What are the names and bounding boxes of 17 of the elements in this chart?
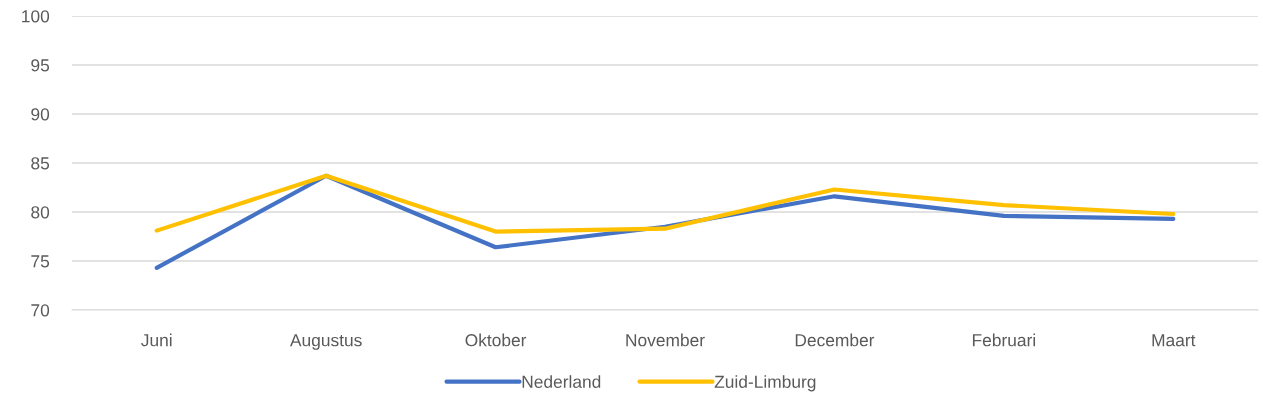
x-tick-label: Juni: [141, 333, 172, 347]
y-tick-label: 75: [31, 255, 50, 268]
x-tick-label: Augustus: [289, 334, 362, 350]
x-tick-label: December: [795, 333, 875, 347]
x-tick-label: Maart: [1152, 334, 1196, 347]
line-series: [154, 173, 1176, 234]
x-tick-label: Oktober: [465, 333, 527, 347]
y-tick-label: 100: [22, 10, 50, 23]
legend-label: Nederland: [522, 375, 601, 388]
y-tick-label: 80: [31, 206, 50, 219]
x-tick-label: November: [626, 333, 705, 347]
y-tick-label: 70: [31, 304, 50, 317]
legend-label: Zuid-Limburg: [714, 375, 816, 392]
x-tick-label: Februari: [972, 333, 1036, 347]
y-tick-label: 95: [31, 59, 50, 72]
y-tick-label: 90: [31, 108, 50, 121]
y-tick-label: 85: [31, 157, 50, 170]
